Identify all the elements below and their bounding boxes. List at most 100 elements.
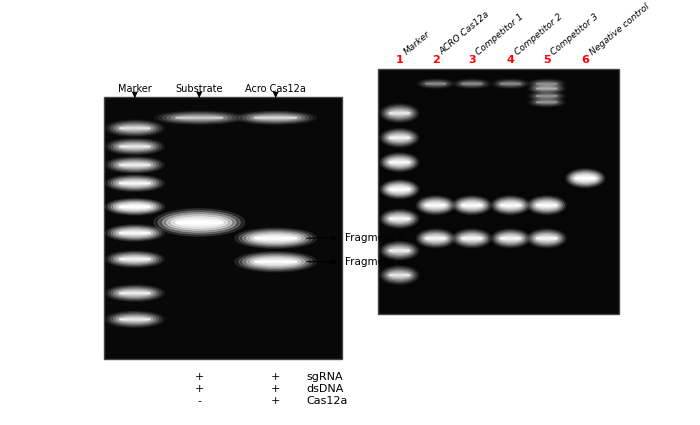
Ellipse shape: [387, 134, 412, 142]
Ellipse shape: [162, 212, 236, 232]
Ellipse shape: [458, 200, 486, 211]
Ellipse shape: [119, 144, 150, 149]
Ellipse shape: [531, 99, 563, 106]
Ellipse shape: [119, 258, 150, 260]
Ellipse shape: [116, 255, 153, 263]
Ellipse shape: [387, 185, 412, 193]
Ellipse shape: [254, 261, 297, 263]
Ellipse shape: [116, 289, 153, 297]
Ellipse shape: [533, 86, 561, 91]
Ellipse shape: [452, 196, 491, 215]
Ellipse shape: [536, 83, 557, 84]
Ellipse shape: [382, 154, 417, 170]
Ellipse shape: [460, 234, 484, 242]
Ellipse shape: [387, 271, 412, 279]
Ellipse shape: [387, 109, 412, 117]
Text: Competitor 1: Competitor 1: [475, 12, 526, 57]
Ellipse shape: [113, 202, 156, 212]
Ellipse shape: [116, 203, 153, 210]
Ellipse shape: [111, 159, 159, 171]
Ellipse shape: [384, 131, 415, 145]
Ellipse shape: [536, 203, 557, 208]
Text: 4: 4: [507, 55, 514, 65]
Ellipse shape: [566, 169, 605, 188]
Ellipse shape: [500, 83, 521, 84]
Ellipse shape: [389, 216, 410, 221]
Ellipse shape: [167, 215, 232, 230]
Text: +: +: [195, 384, 204, 394]
Text: Fragment B: Fragment B: [345, 257, 405, 267]
Ellipse shape: [234, 228, 316, 248]
Ellipse shape: [421, 81, 449, 87]
Ellipse shape: [162, 113, 236, 123]
Ellipse shape: [380, 241, 419, 260]
Ellipse shape: [386, 184, 414, 195]
Text: +: +: [271, 371, 280, 382]
Ellipse shape: [533, 93, 561, 99]
Ellipse shape: [458, 233, 486, 244]
Text: -: -: [197, 397, 202, 406]
Ellipse shape: [384, 269, 415, 282]
Ellipse shape: [389, 112, 410, 114]
Ellipse shape: [527, 229, 566, 248]
Ellipse shape: [575, 177, 596, 179]
Ellipse shape: [243, 255, 309, 269]
Ellipse shape: [460, 82, 484, 86]
Ellipse shape: [424, 234, 448, 242]
Ellipse shape: [495, 198, 526, 212]
Ellipse shape: [416, 196, 455, 215]
Ellipse shape: [111, 201, 159, 212]
Ellipse shape: [105, 198, 164, 215]
Ellipse shape: [171, 115, 228, 121]
Ellipse shape: [380, 180, 419, 199]
Ellipse shape: [111, 287, 159, 299]
Ellipse shape: [461, 235, 482, 241]
Ellipse shape: [384, 156, 415, 169]
Ellipse shape: [105, 175, 164, 191]
Ellipse shape: [384, 106, 415, 120]
Ellipse shape: [108, 158, 162, 172]
Ellipse shape: [108, 286, 162, 300]
Text: Substrate: Substrate: [176, 84, 223, 94]
Ellipse shape: [113, 289, 156, 298]
Ellipse shape: [500, 204, 521, 206]
Ellipse shape: [113, 255, 156, 264]
Ellipse shape: [535, 94, 559, 98]
Ellipse shape: [389, 137, 410, 139]
Text: 2: 2: [432, 55, 440, 65]
Text: +: +: [195, 371, 204, 382]
Ellipse shape: [251, 234, 301, 243]
Ellipse shape: [535, 86, 559, 91]
Text: +: +: [271, 384, 280, 394]
Ellipse shape: [386, 245, 414, 256]
Text: sgRNA: sgRNA: [307, 371, 343, 382]
Ellipse shape: [105, 251, 164, 267]
Ellipse shape: [111, 314, 159, 325]
Ellipse shape: [389, 187, 410, 192]
Ellipse shape: [111, 122, 159, 134]
Ellipse shape: [113, 142, 156, 151]
Ellipse shape: [536, 88, 557, 89]
Ellipse shape: [531, 85, 563, 92]
Ellipse shape: [113, 160, 156, 170]
Ellipse shape: [119, 318, 150, 320]
Ellipse shape: [426, 82, 446, 85]
Ellipse shape: [380, 209, 419, 228]
Ellipse shape: [246, 114, 305, 122]
Ellipse shape: [382, 181, 417, 197]
Ellipse shape: [116, 180, 153, 187]
Ellipse shape: [113, 228, 156, 238]
Ellipse shape: [382, 211, 417, 227]
Ellipse shape: [461, 83, 482, 84]
Ellipse shape: [456, 198, 488, 212]
Ellipse shape: [108, 121, 162, 135]
Ellipse shape: [154, 209, 244, 236]
Ellipse shape: [119, 126, 150, 130]
Ellipse shape: [380, 153, 419, 172]
Ellipse shape: [119, 257, 150, 261]
Ellipse shape: [116, 162, 153, 168]
Ellipse shape: [456, 232, 488, 245]
Ellipse shape: [119, 162, 150, 167]
Ellipse shape: [387, 158, 412, 166]
Ellipse shape: [424, 201, 448, 209]
